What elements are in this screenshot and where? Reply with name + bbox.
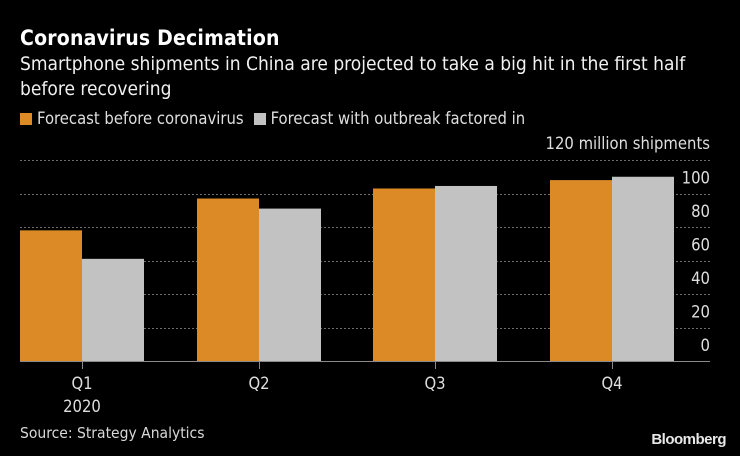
y-axis-unit-label: 120 million shipments (545, 134, 710, 153)
y-tick-label-100: 100 (682, 169, 710, 188)
y-tick-label-40: 40 (691, 269, 710, 288)
x-tick-label-q1: Q1 (71, 374, 92, 393)
y-tick-label-80: 80 (691, 202, 710, 221)
legend-swatch-before (20, 112, 32, 125)
x-tick-label-q2: Q2 (248, 374, 269, 393)
bar-q4-after (612, 176, 674, 361)
chart-title: Coronavirus Decimation (20, 26, 280, 50)
x-tick-label-q4: Q4 (601, 374, 622, 393)
chart-subtitle: Smartphone shipments in China are projec… (20, 53, 686, 100)
x-tick-label-q3: Q3 (424, 374, 445, 393)
bar-q2-before (197, 198, 259, 361)
bar-q1-before (20, 230, 82, 361)
bar-q2-after (259, 208, 321, 361)
bar-q1-after (82, 258, 144, 361)
x-tick-sublabel-q1: 2020 (63, 397, 101, 416)
legend-item-before: Forecast before coronavirus (20, 109, 244, 128)
bloomberg-logo: Bloomberg (651, 431, 726, 448)
source-note: Source: Strategy Analytics (20, 424, 205, 442)
bar-q3-before (373, 188, 435, 361)
legend-label-before: Forecast before coronavirus (37, 109, 244, 128)
bar-q3-after (435, 185, 497, 361)
legend: Forecast before coronavirus Forecast wit… (20, 109, 535, 128)
y-tick-label-0: 0 (701, 336, 710, 355)
y-tick-label-20: 20 (691, 303, 710, 322)
bar-q4-before (550, 180, 612, 361)
legend-label-after: Forecast with outbreak factored in (270, 109, 526, 128)
y-tick-label-60: 60 (691, 236, 710, 255)
legend-item-after: Forecast with outbreak factored in (253, 109, 526, 128)
legend-swatch-after (253, 112, 266, 125)
